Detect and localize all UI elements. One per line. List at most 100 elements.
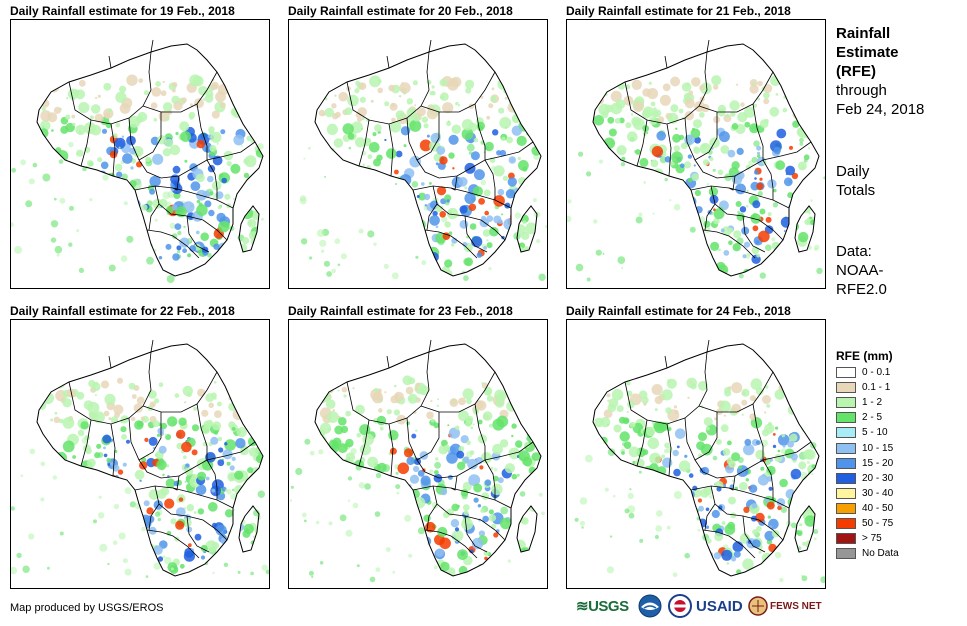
rain-cell [400, 126, 411, 136]
rain-cell [462, 456, 470, 463]
rain-cell [325, 558, 331, 564]
rain-cell [777, 449, 781, 453]
rain-cell [152, 153, 164, 165]
rain-cell [643, 402, 647, 406]
rain-cell [212, 571, 215, 575]
rain-cell [511, 434, 514, 438]
rain-cell [613, 424, 622, 433]
rain-cell [673, 405, 677, 409]
rain-cell [47, 112, 58, 123]
rain-cell [503, 575, 510, 576]
rain-cell [345, 264, 349, 267]
rain-cell [210, 83, 218, 90]
rain-cell [68, 248, 80, 260]
rain-cell [698, 505, 704, 512]
rain-cell [476, 252, 483, 258]
rain-cell [493, 475, 499, 482]
rain-cell [804, 219, 811, 226]
rain-cell [315, 560, 326, 573]
rain-cell [461, 128, 474, 140]
rain-cell [164, 498, 175, 509]
country-border [484, 459, 496, 500]
rain-cell [22, 565, 30, 573]
rain-cell [182, 385, 193, 397]
rain-cell [522, 456, 533, 467]
rain-cell [617, 205, 624, 212]
rain-cell [801, 421, 813, 434]
rain-cell [712, 455, 718, 461]
rain-cell [316, 229, 325, 238]
rain-cell [437, 526, 448, 538]
rain-cell [220, 264, 229, 274]
rain-cell [752, 103, 758, 108]
rain-cell [799, 523, 803, 527]
rain-cell [718, 248, 721, 252]
rain-cell [752, 225, 759, 232]
rain-cell [749, 84, 759, 94]
rain-cell [319, 561, 324, 565]
rain-cell [177, 250, 181, 254]
rain-cell [447, 424, 450, 427]
rain-cell [441, 439, 448, 447]
country-border [186, 215, 210, 253]
rain-cell [454, 425, 460, 431]
rain-cell [720, 145, 730, 154]
rain-cell [195, 484, 207, 495]
rain-cell [674, 428, 686, 439]
rain-cell [456, 504, 460, 508]
rain-cell [517, 81, 527, 92]
rain-cell [207, 175, 214, 183]
rain-cell [618, 209, 623, 214]
rain-cell [253, 544, 262, 553]
rain-cell [642, 208, 654, 220]
rain-cell [231, 238, 235, 243]
rain-cell [69, 205, 74, 211]
rain-cell [54, 245, 63, 254]
rain-cell [123, 267, 131, 275]
rain-cell [246, 135, 253, 142]
rain-cell [796, 199, 806, 209]
rain-cell [531, 187, 538, 194]
rain-cell [405, 572, 417, 576]
rain-cell [377, 203, 389, 216]
rain-cell [329, 181, 338, 190]
rain-cell [394, 169, 399, 175]
rain-cell [157, 135, 167, 145]
legend-item: 50 - 75 [836, 516, 899, 531]
rain-cell [226, 161, 232, 167]
rain-cell [193, 578, 196, 581]
rain-cell [789, 145, 793, 150]
rain-cell [505, 80, 512, 87]
rain-cell [648, 496, 652, 500]
rain-cell [217, 401, 222, 407]
rain-cell [643, 181, 647, 184]
rain-cell [635, 534, 638, 537]
rain-cell [53, 197, 57, 201]
rain-cell [374, 198, 378, 202]
rain-cell [518, 160, 529, 171]
rain-cell [519, 262, 527, 270]
country-border [666, 423, 672, 477]
rain-cell [191, 424, 200, 432]
rain-cell [122, 153, 133, 164]
rain-cell [328, 476, 334, 482]
rain-cell [760, 466, 765, 471]
rain-cell [134, 277, 138, 281]
rain-cell [252, 392, 256, 397]
rain-cell [488, 103, 494, 109]
rain-cell [614, 117, 621, 124]
rain-cell [683, 92, 691, 100]
rain-cell [131, 542, 139, 549]
rain-cell [108, 264, 116, 272]
rain-cell [493, 215, 502, 224]
rain-cell [89, 554, 97, 563]
rain-cell [694, 136, 701, 144]
rain-cell [325, 275, 332, 276]
rain-cell [797, 161, 807, 171]
rainfall-map [10, 319, 270, 589]
rain-cell [64, 195, 71, 202]
rain-cell [117, 525, 121, 528]
rain-cell [787, 192, 794, 199]
africa-map-svg [11, 339, 269, 581]
rain-cell [687, 517, 692, 522]
